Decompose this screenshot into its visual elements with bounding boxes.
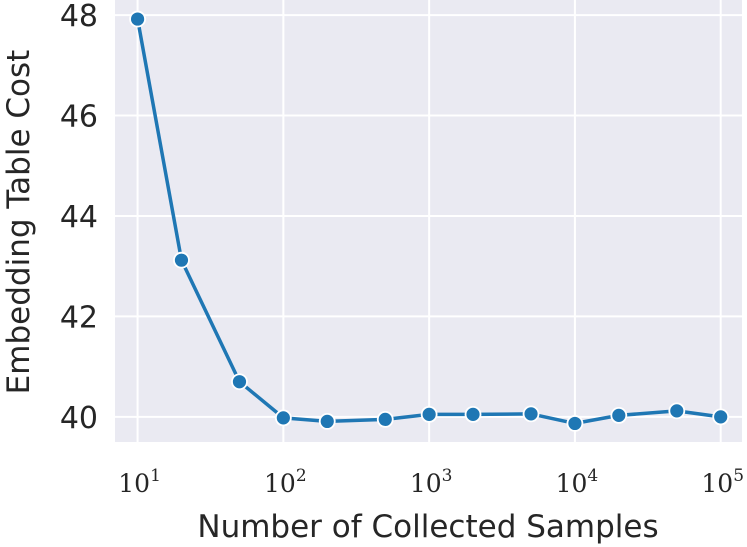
y-tick-label: 40 [60, 401, 98, 436]
data-point [274, 409, 292, 427]
data-point [522, 405, 540, 423]
y-axis-label: Embedding Table Cost [1, 50, 37, 395]
data-point [566, 415, 584, 432]
x-tick-label: 105 [701, 466, 744, 498]
grid-lines [115, 0, 742, 442]
data-point [231, 373, 248, 391]
data-point [129, 10, 146, 28]
x-tick-label: 102 [264, 466, 307, 498]
y-tick-label: 44 [60, 200, 98, 235]
data-point [712, 408, 730, 426]
data-point [464, 405, 482, 423]
data-point [318, 413, 336, 430]
data-point [668, 402, 686, 420]
data-point [610, 406, 628, 424]
data-point [420, 405, 438, 423]
y-tick-label: 46 [60, 100, 98, 135]
y-tick-label: 48 [60, 0, 98, 34]
x-tick-label: 103 [410, 466, 453, 498]
data-point [173, 251, 190, 269]
x-tick-label: 101 [118, 466, 161, 498]
y-tick-labels: 40 42 44 46 48 [60, 0, 98, 436]
y-tick-label: 42 [60, 300, 98, 335]
data-point [376, 410, 394, 428]
series-group [129, 10, 730, 432]
x-tick-labels: 101 102 103 104 105 [118, 466, 744, 498]
x-tick-label: 104 [556, 466, 599, 498]
x-axis-label: Number of Collected Samples [197, 509, 658, 545]
